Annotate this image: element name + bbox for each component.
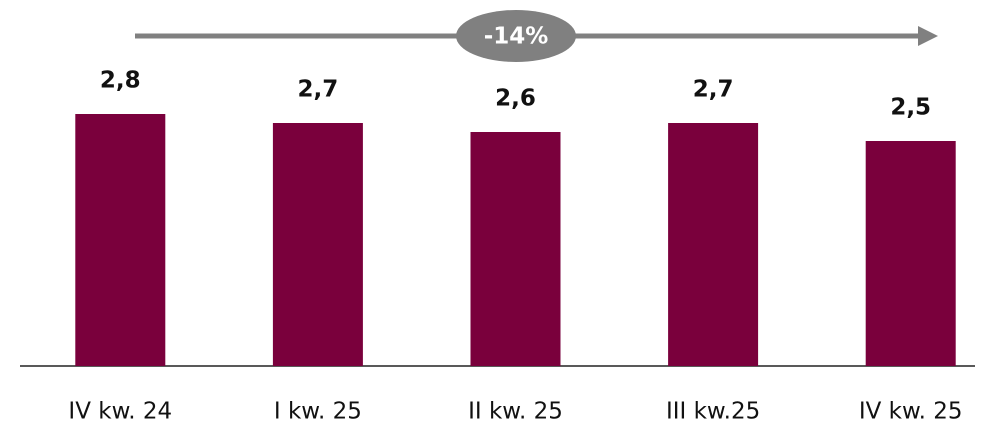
bar xyxy=(272,123,363,366)
bar xyxy=(865,141,956,366)
value-label: 2,7 xyxy=(298,77,339,103)
x-tick-label: I kw. 25 xyxy=(274,399,362,423)
trend-arrow-head xyxy=(918,26,938,46)
bar xyxy=(668,123,759,366)
bar xyxy=(75,114,166,366)
annotation-bubble xyxy=(456,10,576,62)
value-label: 2,5 xyxy=(890,95,931,121)
x-tick-label: III kw.25 xyxy=(666,399,760,423)
x-tick-label: IV kw. 25 xyxy=(859,399,963,423)
annotation: -14% xyxy=(484,24,549,50)
x-tick-label: II kw. 25 xyxy=(468,399,563,423)
value-label: 2,8 xyxy=(100,68,141,94)
bar xyxy=(470,132,561,366)
x-tick-label: IV kw. 24 xyxy=(68,399,172,423)
value-label: 2,7 xyxy=(693,77,734,103)
value-label: 2,6 xyxy=(495,86,536,112)
